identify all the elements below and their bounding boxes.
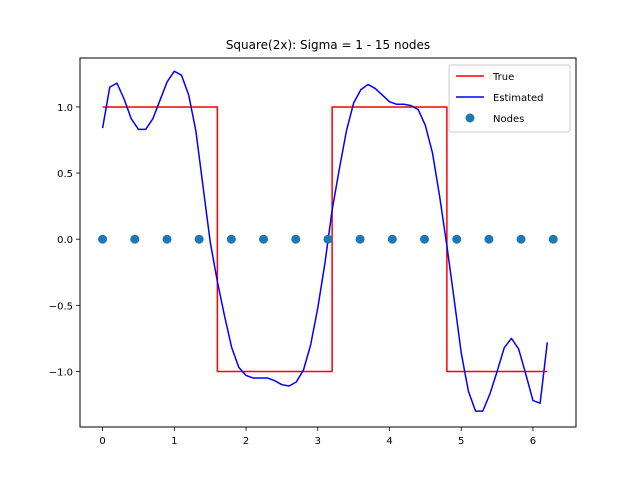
legend: True Estimated Nodes xyxy=(448,64,571,133)
plot-series xyxy=(98,70,558,412)
x-tick-label: 1 xyxy=(171,436,177,447)
y-tick-label: 0.5 xyxy=(57,169,73,180)
x-tick-label: 6 xyxy=(530,436,536,447)
node-point xyxy=(291,234,301,244)
node-point xyxy=(484,234,494,244)
x-tick-label: 0 xyxy=(99,436,105,447)
node-point xyxy=(548,234,558,244)
series-line-true xyxy=(102,106,548,373)
legend-true-label: True xyxy=(492,72,514,83)
x-axis: 0 1 2 3 4 5 6 xyxy=(99,427,536,447)
y-tick-label: 1.0 xyxy=(57,103,73,114)
x-tick-label: 5 xyxy=(458,436,464,447)
node-point xyxy=(355,234,365,244)
node-point xyxy=(452,234,462,244)
x-tick-label: 2 xyxy=(243,436,249,447)
legend-nodes-label: Nodes xyxy=(493,114,524,125)
node-point xyxy=(130,234,140,244)
series-line-estimated xyxy=(101,70,549,412)
chart-title: Square(2x): Sigma = 1 - 15 nodes xyxy=(226,38,430,52)
node-point xyxy=(98,234,108,244)
x-tick-label: 3 xyxy=(315,436,321,447)
legend-nodes-swatch xyxy=(465,113,475,123)
node-point xyxy=(323,234,333,244)
y-tick-label: −0.5 xyxy=(49,301,73,312)
node-point xyxy=(387,234,397,244)
y-axis: 1.0 0.5 0.0 −0.5 −1.0 xyxy=(49,103,80,378)
legend-estimated-label: Estimated xyxy=(493,93,544,104)
node-point xyxy=(420,234,430,244)
node-point xyxy=(226,234,236,244)
axes-frame xyxy=(79,57,577,428)
x-tick-label: 4 xyxy=(386,436,392,447)
y-tick-label: −1.0 xyxy=(49,367,73,378)
node-point xyxy=(162,234,172,244)
legend-box xyxy=(448,64,571,133)
node-point xyxy=(259,234,269,244)
y-tick-label: 0.0 xyxy=(57,235,73,246)
node-point xyxy=(194,234,204,244)
node-point xyxy=(516,234,526,244)
